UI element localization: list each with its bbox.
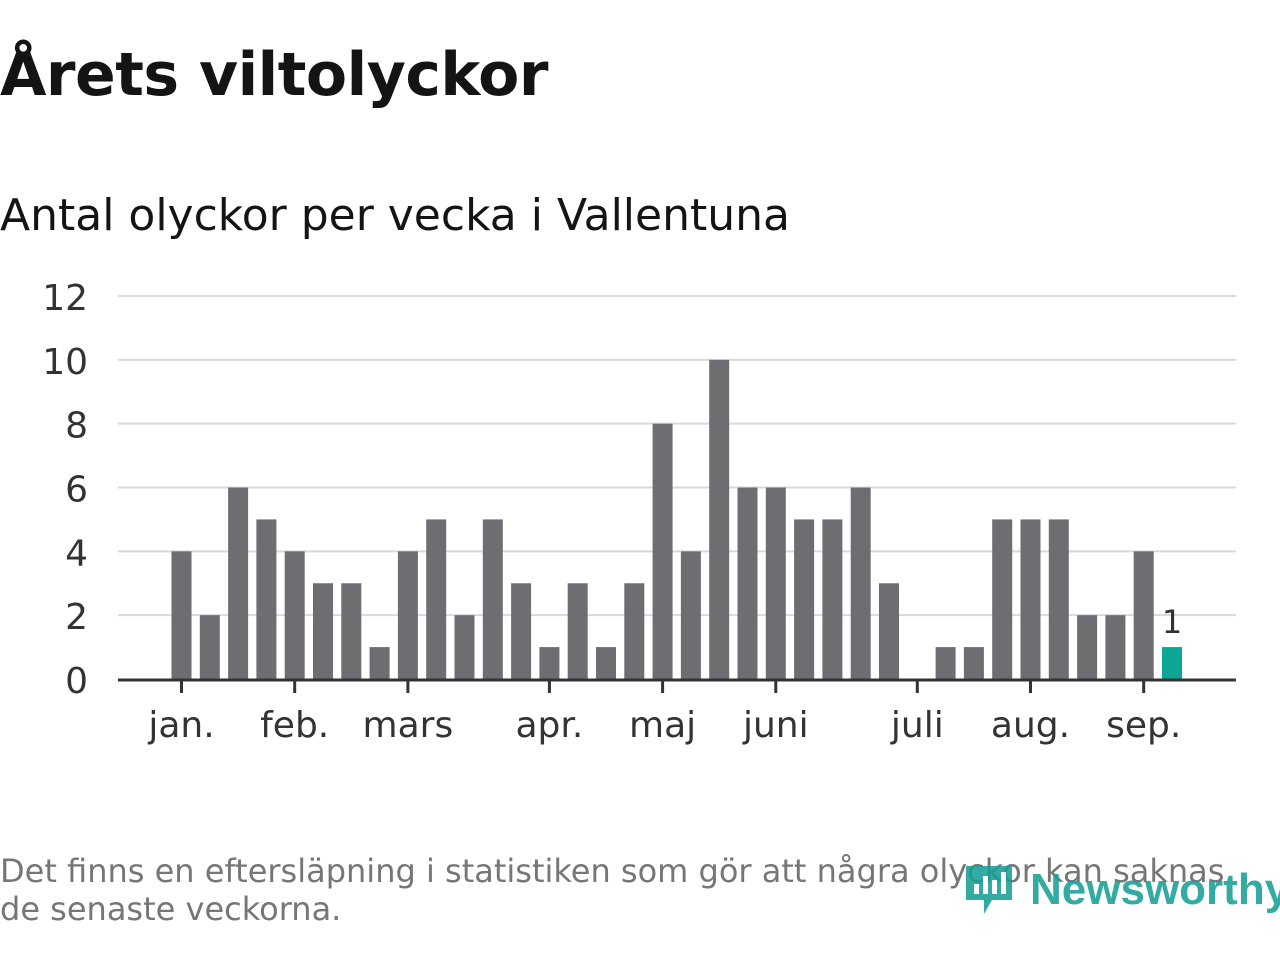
bar [567, 583, 588, 679]
bar [539, 647, 560, 679]
bar [1048, 519, 1069, 679]
brand-logo: Newsworthy [962, 860, 1280, 920]
bar [341, 583, 362, 679]
bar [737, 487, 758, 679]
y-tick-label: 4 [65, 533, 88, 574]
bar [313, 583, 333, 679]
bar [879, 583, 899, 679]
bar [1020, 519, 1041, 679]
bar [850, 487, 871, 679]
y-tick-label: 2 [65, 597, 88, 638]
chart-subtitle: Antal olyckor per vecka i Vallentuna [0, 190, 790, 241]
chart-title: Årets viltolyckor [0, 40, 549, 110]
x-tick-label: sep. [1106, 705, 1181, 746]
bar [426, 519, 447, 679]
bar [935, 647, 956, 679]
y-tick-label: 0 [65, 661, 88, 702]
bar [1077, 615, 1098, 679]
x-tick-label: mars [363, 705, 454, 746]
x-tick-label: juli [890, 705, 944, 746]
bar [709, 359, 730, 679]
y-tick-label: 6 [65, 470, 88, 511]
bar [171, 551, 192, 679]
x-tick-label: feb. [260, 705, 329, 746]
bar [822, 519, 843, 679]
bar [680, 551, 701, 679]
bar [652, 423, 673, 679]
bar [1133, 551, 1154, 679]
bar [199, 615, 220, 679]
bar [794, 519, 815, 679]
y-tick-label: 8 [65, 406, 88, 447]
bar-highlight [1162, 647, 1182, 679]
bar [596, 647, 616, 679]
bar [256, 519, 277, 679]
x-tick-label: jan. [147, 705, 214, 746]
bar [454, 615, 475, 679]
newsworthy-logo-icon [966, 866, 1012, 914]
y-tick-label: 10 [42, 342, 88, 383]
bar [228, 487, 249, 679]
bar-chart: 0 2 4 6 8 10 12 1 jan. feb. mars apr. maj juni juli aug… [42, 278, 1236, 746]
bar [992, 519, 1013, 679]
bar [765, 487, 786, 679]
x-tick-label: aug. [991, 705, 1070, 746]
data-label: 1 [1162, 603, 1182, 641]
bar [511, 583, 532, 679]
bar [369, 647, 390, 679]
x-tick-label: juni [742, 705, 809, 746]
y-tick-label: 12 [42, 278, 88, 319]
bar [624, 583, 645, 679]
x-tick-label: maj [629, 705, 696, 746]
bar [284, 551, 305, 679]
brand-name: Newsworthy [1030, 865, 1280, 914]
bar [1105, 615, 1126, 679]
x-tick-label: apr. [515, 705, 583, 746]
bar [482, 519, 503, 679]
bar [963, 647, 984, 679]
footnote: Det finns en eftersläpning i statistiken… [0, 852, 1225, 928]
bar [397, 551, 418, 679]
